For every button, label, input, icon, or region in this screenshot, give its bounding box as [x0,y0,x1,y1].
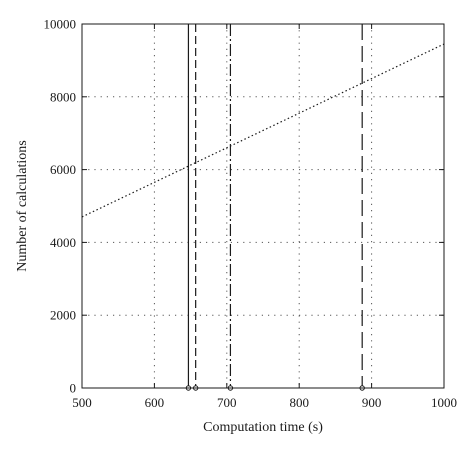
x-tick-label: 700 [217,395,237,410]
x-tick-label: 800 [289,395,309,410]
grid [82,24,444,388]
y-axis-label: Number of calculations [15,140,30,271]
vertical-lines [187,24,363,388]
y-tick-label: 4000 [50,235,76,250]
ticks: 500 600 700 800 900 1000020004000600080001000… [44,17,458,411]
x-tick-label: 1000 [431,395,457,410]
x-axis-label: Computation time (s) [203,420,323,435]
y-tick-label: 8000 [50,89,76,104]
x-tick-label: 600 [145,395,165,410]
y-tick-label: 10000 [44,17,77,32]
y-tick-label: 2000 [50,308,76,323]
y-tick-label: 6000 [50,162,76,177]
series-line-0 [81,43,445,218]
y-tick-label: 0 [70,381,77,396]
x-tick-label: 500 [72,395,92,410]
series-layer [81,43,445,218]
plot-frame [81,23,445,389]
x-tick-label: 900 [362,395,382,410]
